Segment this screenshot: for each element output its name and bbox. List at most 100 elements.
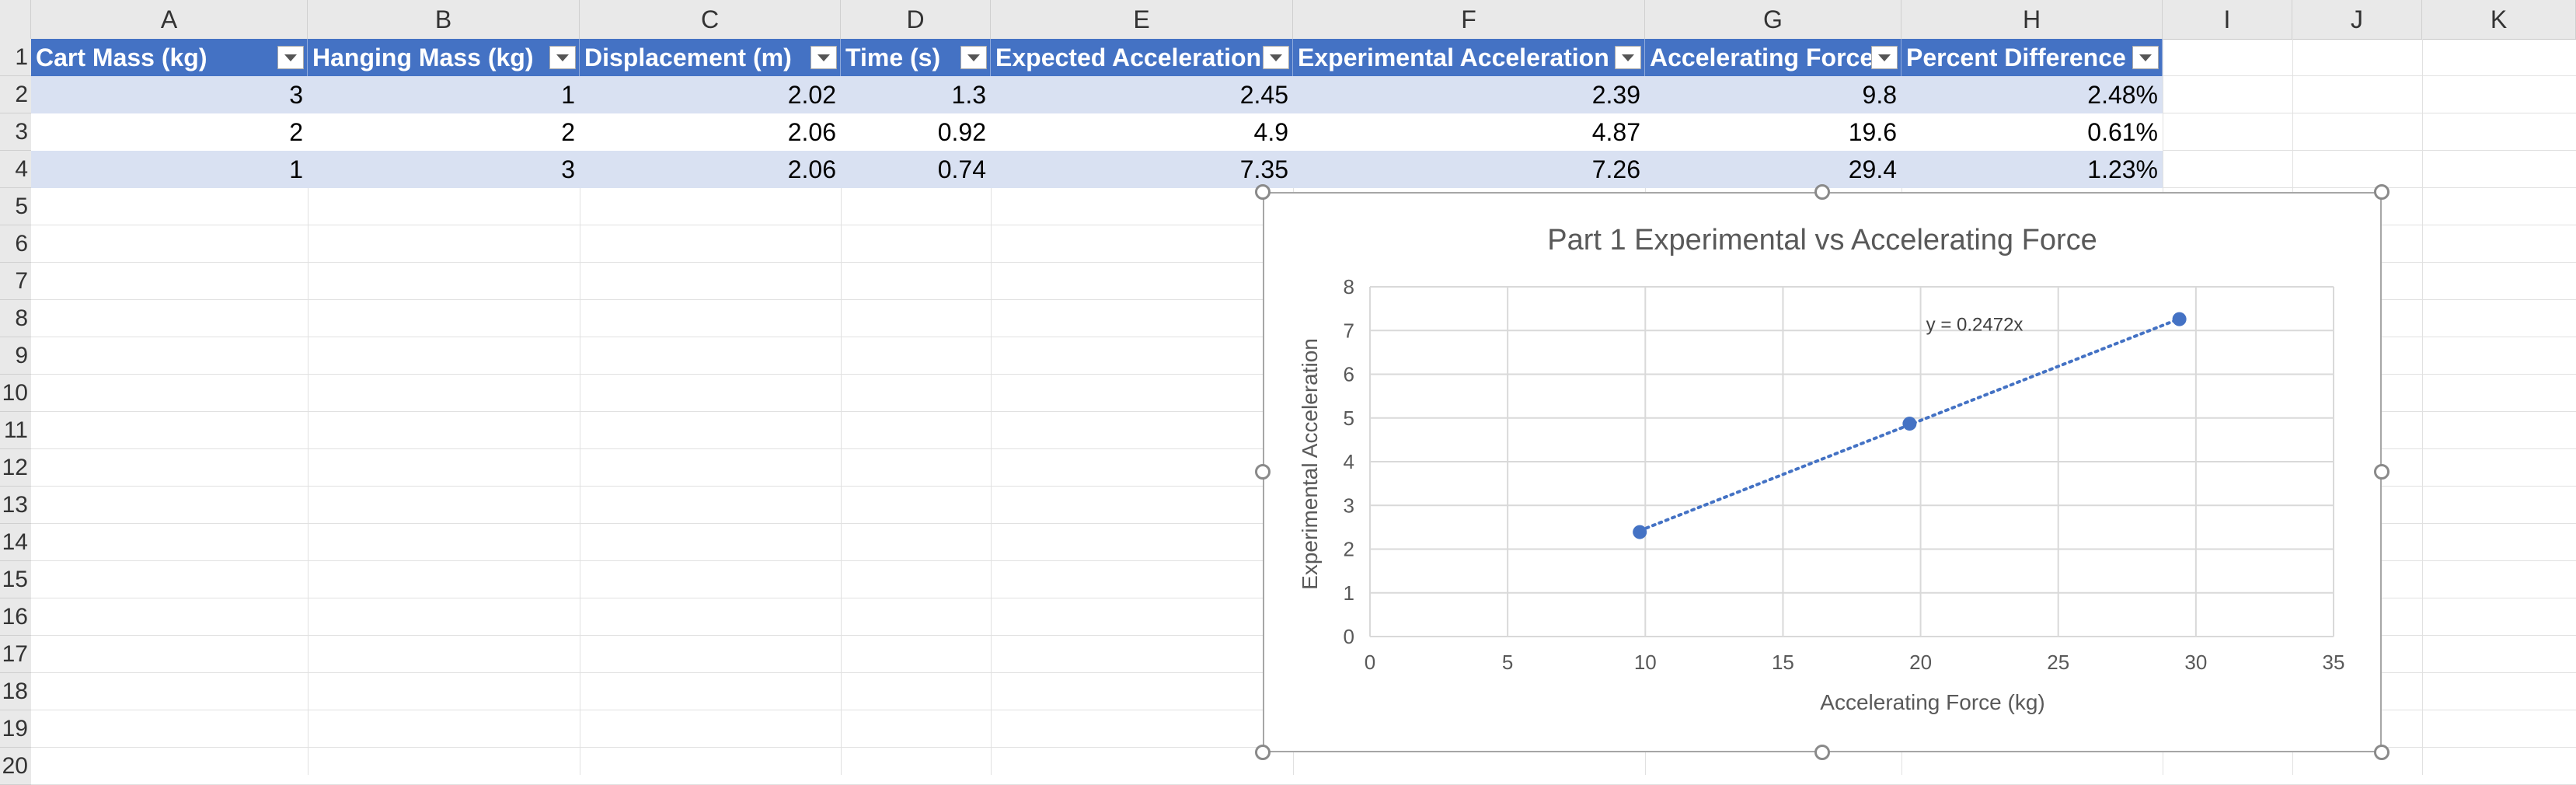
table-header-cell[interactable]: Percent Difference: [1901, 39, 2163, 76]
chart-title: Part 1 Experimental vs Accelerating Forc…: [1547, 224, 2097, 256]
column-header-a[interactable]: A: [31, 0, 308, 39]
row-header[interactable]: 3: [0, 113, 31, 151]
row-header[interactable]: 14: [0, 524, 31, 561]
y-axis-label: Experimental Acceleration: [1298, 338, 1322, 590]
row-header[interactable]: 13: [0, 487, 31, 524]
table-header-cell[interactable]: Time (s): [841, 39, 991, 76]
filter-dropdown-button[interactable]: [1871, 46, 1898, 69]
y-tick-label: 6: [1344, 363, 1354, 386]
select-all-corner[interactable]: [0, 0, 31, 39]
table-cell[interactable]: 29.4: [1645, 151, 1901, 188]
table-header-cell[interactable]: Accelerating Force: [1645, 39, 1901, 76]
filter-dropdown-button[interactable]: [277, 46, 304, 69]
table-cell[interactable]: 2: [308, 113, 580, 151]
row-header[interactable]: 1: [0, 39, 31, 76]
column-header-b[interactable]: B: [308, 0, 580, 39]
filter-dropdown-button[interactable]: [549, 46, 576, 69]
row-header[interactable]: 12: [0, 449, 31, 487]
column-gridline: [841, 39, 842, 775]
data-point[interactable]: [1902, 417, 1917, 431]
row-header[interactable]: 6: [0, 225, 31, 263]
column-header-i[interactable]: I: [2163, 0, 2292, 39]
chevron-down-icon: [817, 54, 830, 61]
data-point[interactable]: [1633, 525, 1647, 539]
row-header[interactable]: 8: [0, 300, 31, 337]
table-cell[interactable]: 2.02: [580, 76, 841, 113]
table-cell[interactable]: 2.06: [580, 113, 841, 151]
table-cell[interactable]: 7.35: [991, 151, 1293, 188]
table-cell[interactable]: 2: [31, 113, 308, 151]
column-header-d[interactable]: D: [841, 0, 991, 39]
chevron-down-icon: [284, 54, 297, 61]
row-header[interactable]: 2: [0, 76, 31, 113]
row-header[interactable]: 10: [0, 375, 31, 412]
table-cell[interactable]: 4.87: [1293, 113, 1645, 151]
row-header[interactable]: 11: [0, 412, 31, 449]
column-gridline: [991, 39, 992, 775]
table-cell[interactable]: 3: [308, 151, 580, 188]
table-cell[interactable]: 19.6: [1645, 113, 1901, 151]
row-header[interactable]: 15: [0, 561, 31, 598]
column-header-c[interactable]: C: [580, 0, 841, 39]
table-cell[interactable]: 7.26: [1293, 151, 1645, 188]
table-cell[interactable]: 0.92: [841, 113, 991, 151]
column-header-h[interactable]: H: [1901, 0, 2163, 39]
resize-handle-bottom-left[interactable]: [1255, 745, 1271, 760]
table-header-cell[interactable]: Displacement (m): [580, 39, 841, 76]
row-header[interactable]: 19: [0, 710, 31, 748]
row-header[interactable]: 4: [0, 151, 31, 188]
data-point[interactable]: [2172, 312, 2187, 326]
scatter-chart[interactable]: Part 1 Experimental vs Accelerating Forc…: [1263, 192, 2382, 752]
table-cell[interactable]: 4.9: [991, 113, 1293, 151]
chevron-down-icon: [1270, 54, 1282, 61]
table-cell[interactable]: 2.48%: [1901, 76, 2163, 113]
column-header-g[interactable]: G: [1645, 0, 1901, 39]
resize-handle-left[interactable]: [1255, 464, 1271, 480]
table-header-cell[interactable]: Cart Mass (kg): [31, 39, 308, 76]
header-label: Experimental Acceleration: [1298, 43, 1609, 72]
resize-handle-top[interactable]: [1814, 184, 1830, 200]
row-header[interactable]: 17: [0, 636, 31, 673]
table-cell[interactable]: 2.06: [580, 151, 841, 188]
row-header[interactable]: 18: [0, 673, 31, 710]
column-header-k[interactable]: K: [2422, 0, 2576, 39]
trendline-label[interactable]: y = 0.2472x: [1926, 314, 2024, 335]
row-header[interactable]: 9: [0, 337, 31, 375]
row-header[interactable]: 20: [0, 748, 31, 785]
table-cell[interactable]: 0.74: [841, 151, 991, 188]
filter-dropdown-button[interactable]: [1615, 46, 1641, 69]
filter-dropdown-button[interactable]: [960, 46, 987, 69]
column-header-j[interactable]: J: [2292, 0, 2422, 39]
x-tick-label: 25: [2047, 651, 2069, 674]
table-cell[interactable]: 1.23%: [1901, 151, 2163, 188]
resize-handle-bottom[interactable]: [1814, 745, 1830, 760]
filter-dropdown-button[interactable]: [810, 46, 837, 69]
chevron-down-icon: [2139, 54, 2152, 61]
table-header-cell[interactable]: Experimental Acceleration: [1293, 39, 1645, 76]
table-cell[interactable]: 3: [31, 76, 308, 113]
resize-handle-top-right[interactable]: [2374, 184, 2390, 200]
table-header-cell[interactable]: Hanging Mass (kg): [308, 39, 580, 76]
table-cell[interactable]: 1: [308, 76, 580, 113]
header-label: Time (s): [845, 43, 941, 72]
table-cell[interactable]: 2.39: [1293, 76, 1645, 113]
table-cell[interactable]: 1: [31, 151, 308, 188]
column-header-e[interactable]: E: [991, 0, 1293, 39]
table-header-cell[interactable]: Expected Acceleration: [991, 39, 1293, 76]
row-header[interactable]: 5: [0, 188, 31, 225]
resize-handle-right[interactable]: [2374, 464, 2390, 480]
resize-handle-bottom-right[interactable]: [2374, 745, 2390, 760]
y-tick-label: 0: [1344, 625, 1354, 648]
table-cell[interactable]: 1.3: [841, 76, 991, 113]
table-cell[interactable]: 2.45: [991, 76, 1293, 113]
row-header[interactable]: 16: [0, 598, 31, 636]
resize-handle-top-left[interactable]: [1255, 184, 1271, 200]
table-cell[interactable]: 9.8: [1645, 76, 1901, 113]
filter-dropdown-button[interactable]: [2132, 46, 2159, 69]
filter-dropdown-button[interactable]: [1263, 46, 1289, 69]
row-header[interactable]: 7: [0, 263, 31, 300]
table-cell[interactable]: 0.61%: [1901, 113, 2163, 151]
column-header-f[interactable]: F: [1293, 0, 1645, 39]
data-points: [1633, 312, 2187, 539]
